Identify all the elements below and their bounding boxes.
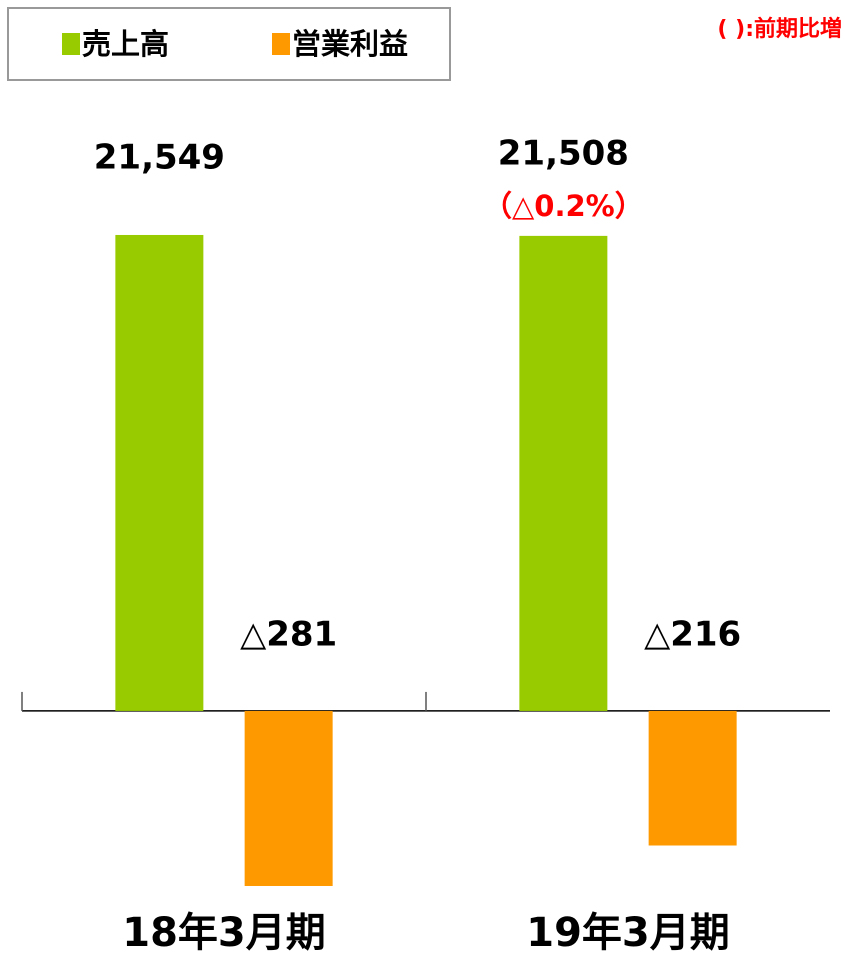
legend-swatch <box>62 33 80 55</box>
bar <box>115 234 204 711</box>
legend-swatch <box>272 33 290 55</box>
bar <box>244 710 333 886</box>
data-label: 21,549 <box>94 137 225 177</box>
x-tick-label: 19年3月期 <box>526 910 730 955</box>
data-label: 21,508 <box>498 133 629 173</box>
bar <box>648 710 737 846</box>
bar <box>519 235 608 711</box>
annotation: （△0.2%） <box>483 189 644 223</box>
x-tick-label: 18年3月期 <box>122 910 326 955</box>
data-label: △216 <box>644 614 741 654</box>
legend-box <box>7 7 451 81</box>
annotation: ( ):前期比増 <box>717 16 842 42</box>
legend-label: 営業利益 <box>292 27 408 61</box>
legend-label: 売上高 <box>82 27 169 61</box>
data-label: △281 <box>240 614 337 654</box>
